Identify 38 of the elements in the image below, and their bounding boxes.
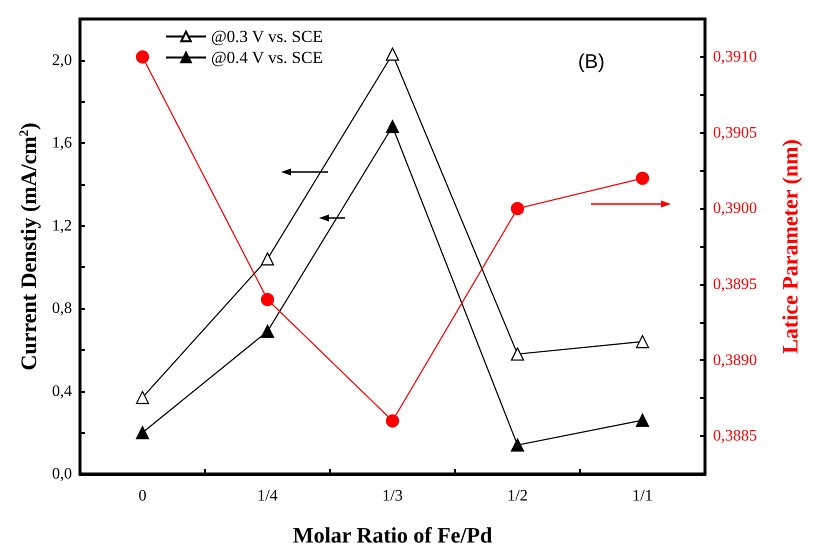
annotation: (B) — [578, 51, 605, 73]
point — [260, 252, 274, 266]
point — [260, 324, 274, 338]
y2-tick-label: 0,3895 — [713, 276, 757, 293]
y2-tick-label: 0,3910 — [713, 48, 757, 66]
x-tick-label: 1/2 — [507, 488, 528, 504]
y-tick-label: 0,8 — [52, 300, 72, 318]
x-tick-label: 0 — [138, 488, 146, 504]
legend-label: @0.3 V vs. SCE — [211, 27, 323, 46]
x-tick-label: 1/1 — [632, 488, 653, 504]
x-tick-label: 1/3 — [382, 488, 403, 504]
y2-tick-label: 0,3890 — [713, 352, 757, 369]
point — [510, 202, 524, 216]
point — [510, 438, 524, 452]
point — [386, 414, 400, 428]
point — [136, 426, 150, 440]
point — [636, 414, 650, 427]
y-tick-label: 2,0 — [52, 52, 72, 69]
point — [386, 48, 400, 61]
y-tick-label: 1,6 — [52, 134, 72, 152]
y-axis-title: Current Denstiy (mA/cm2) — [16, 122, 41, 371]
y2-axis-title: Latice Parameter (nm) — [778, 139, 802, 354]
x-tick-label: 1/4 — [257, 488, 278, 504]
y-tick-label: 1,2 — [52, 217, 72, 234]
y-tick-label: 0,0 — [52, 466, 72, 482]
y-tick-label: 0,4 — [52, 382, 72, 400]
y2-tick-label: 0,3900 — [713, 200, 757, 218]
point — [636, 335, 650, 348]
point — [510, 347, 524, 361]
point — [136, 390, 150, 404]
y2-tick-label: 0,3885 — [713, 428, 757, 445]
x-axis-title: Molar Ratio of Fe/Pd — [292, 522, 492, 548]
point — [636, 172, 650, 185]
y2-tick-label: 0,3905 — [713, 124, 757, 142]
point — [136, 50, 150, 64]
point — [260, 292, 274, 306]
legend-label: @0.4 V vs. SCE — [211, 48, 323, 67]
point — [386, 120, 400, 134]
